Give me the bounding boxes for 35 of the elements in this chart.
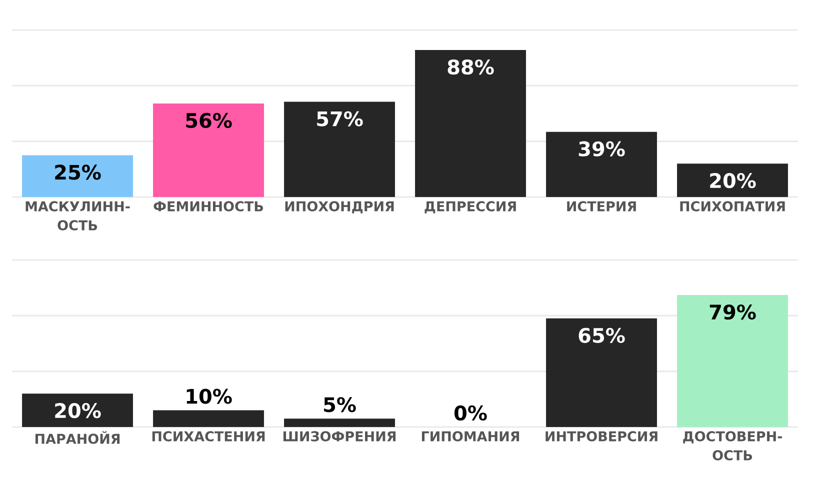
data-label: 5% xyxy=(324,397,356,412)
bar xyxy=(284,418,395,427)
x-tick-label: МАСКУЛИНН- ОСТЬ xyxy=(26,201,130,230)
bar xyxy=(22,155,133,197)
data-label: 56% xyxy=(186,112,232,128)
data-label: 20% xyxy=(55,403,101,418)
x-tick-label: ГИПОМАНИЯ xyxy=(422,431,520,442)
x-tick-label: ИСТЕРИЯ xyxy=(567,201,636,212)
x-tick-label: ПСИХАСТЕНИЯ xyxy=(152,431,265,442)
data-label: 0% xyxy=(454,405,487,421)
x-tick-label: ИПОХОНДРИЯ xyxy=(285,201,394,214)
bar xyxy=(284,102,395,197)
x-tick-label: ДОСТОВЕРН- ОСТЬ xyxy=(683,431,782,460)
data-label: 88% xyxy=(448,59,494,75)
bar xyxy=(153,410,264,427)
bar xyxy=(677,164,788,197)
bar xyxy=(22,394,133,427)
data-label: 39% xyxy=(578,141,625,156)
bar xyxy=(153,103,264,197)
x-tick-label: ПАРАНОЙЯ xyxy=(35,431,120,444)
x-tick-label: ИНТРОВЕРСИЯ xyxy=(546,431,658,442)
data-label: 65% xyxy=(578,328,625,343)
data-label: 10% xyxy=(186,388,232,404)
data-label: 79% xyxy=(710,304,756,320)
bar xyxy=(546,318,657,427)
x-tick-label: ШИЗОФРЕНИЯ xyxy=(283,431,396,442)
x-tick-label: ДЕПРЕССИЯ xyxy=(424,201,516,214)
data-label: 57% xyxy=(317,111,363,126)
x-tick-label: ПСИХОПАТИЯ xyxy=(680,201,785,212)
x-tick-label: ФЕМИННОСТЬ xyxy=(154,201,263,212)
data-label: 25% xyxy=(55,164,101,180)
bar xyxy=(546,132,657,197)
bar xyxy=(415,50,526,197)
data-label: 20% xyxy=(710,173,756,188)
bar xyxy=(677,295,788,427)
